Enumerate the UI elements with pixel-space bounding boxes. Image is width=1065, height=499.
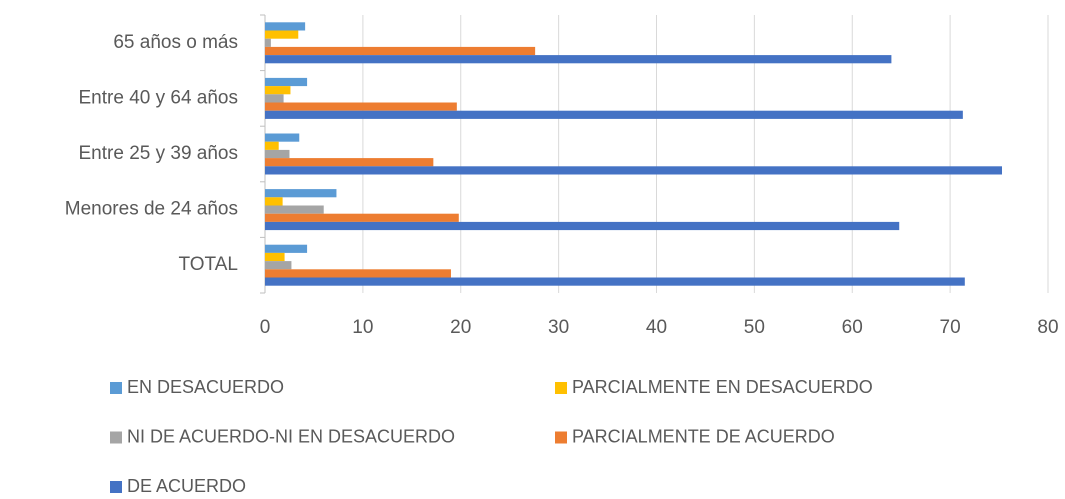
bar xyxy=(265,94,284,103)
bar xyxy=(265,197,283,206)
bar xyxy=(265,205,324,214)
x-tick-label: 70 xyxy=(940,317,961,338)
bar xyxy=(265,86,291,95)
y-tick-label: Entre 25 y 39 años xyxy=(79,143,239,164)
x-tick-label: 80 xyxy=(1037,317,1058,338)
bar xyxy=(265,141,279,150)
bar xyxy=(265,166,1002,175)
y-tick-label: TOTAL xyxy=(179,254,238,275)
bar xyxy=(265,46,536,56)
x-tick-label: 60 xyxy=(842,317,863,338)
bar xyxy=(265,221,900,231)
bar xyxy=(265,55,892,64)
legend-swatch xyxy=(110,382,122,394)
x-tick-label: 50 xyxy=(744,317,765,338)
x-tick-label: 30 xyxy=(548,317,569,338)
bar xyxy=(265,38,271,47)
bar xyxy=(265,77,308,87)
x-tick-label: 20 xyxy=(450,317,471,338)
bar xyxy=(265,189,337,198)
bar xyxy=(265,22,306,31)
legend-label: EN DESACUERDO xyxy=(127,377,284,397)
y-tick-label: Menores de 24 años xyxy=(65,199,238,220)
legend-label: DE ACUERDO xyxy=(127,476,246,496)
bar xyxy=(265,30,299,39)
bar xyxy=(265,102,457,111)
bar xyxy=(265,244,308,253)
y-tick-label: 65 años o más xyxy=(113,32,238,53)
bar xyxy=(265,149,290,159)
x-tick-label: 10 xyxy=(352,317,373,338)
bar xyxy=(265,261,292,270)
bar xyxy=(265,252,285,262)
legend-swatch xyxy=(555,382,567,394)
legend-label: PARCIALMENTE DE ACUERDO xyxy=(572,426,835,446)
bar xyxy=(265,269,451,278)
x-tick-label: 40 xyxy=(646,317,667,338)
legend-swatch xyxy=(555,431,567,444)
bar xyxy=(265,277,965,286)
legend-swatch xyxy=(110,431,122,444)
legend-label: PARCIALMENTE EN DESACUERDO xyxy=(572,377,873,397)
bar xyxy=(265,158,434,167)
x-tick-label: 0 xyxy=(260,317,271,338)
bar xyxy=(265,213,459,222)
legend-swatch xyxy=(110,481,122,493)
y-tick-label: Entre 40 y 64 años xyxy=(79,87,239,108)
legend-label: NI DE ACUERDO-NI EN DESACUERDO xyxy=(127,426,455,446)
bar xyxy=(265,133,300,142)
bar xyxy=(265,110,963,119)
